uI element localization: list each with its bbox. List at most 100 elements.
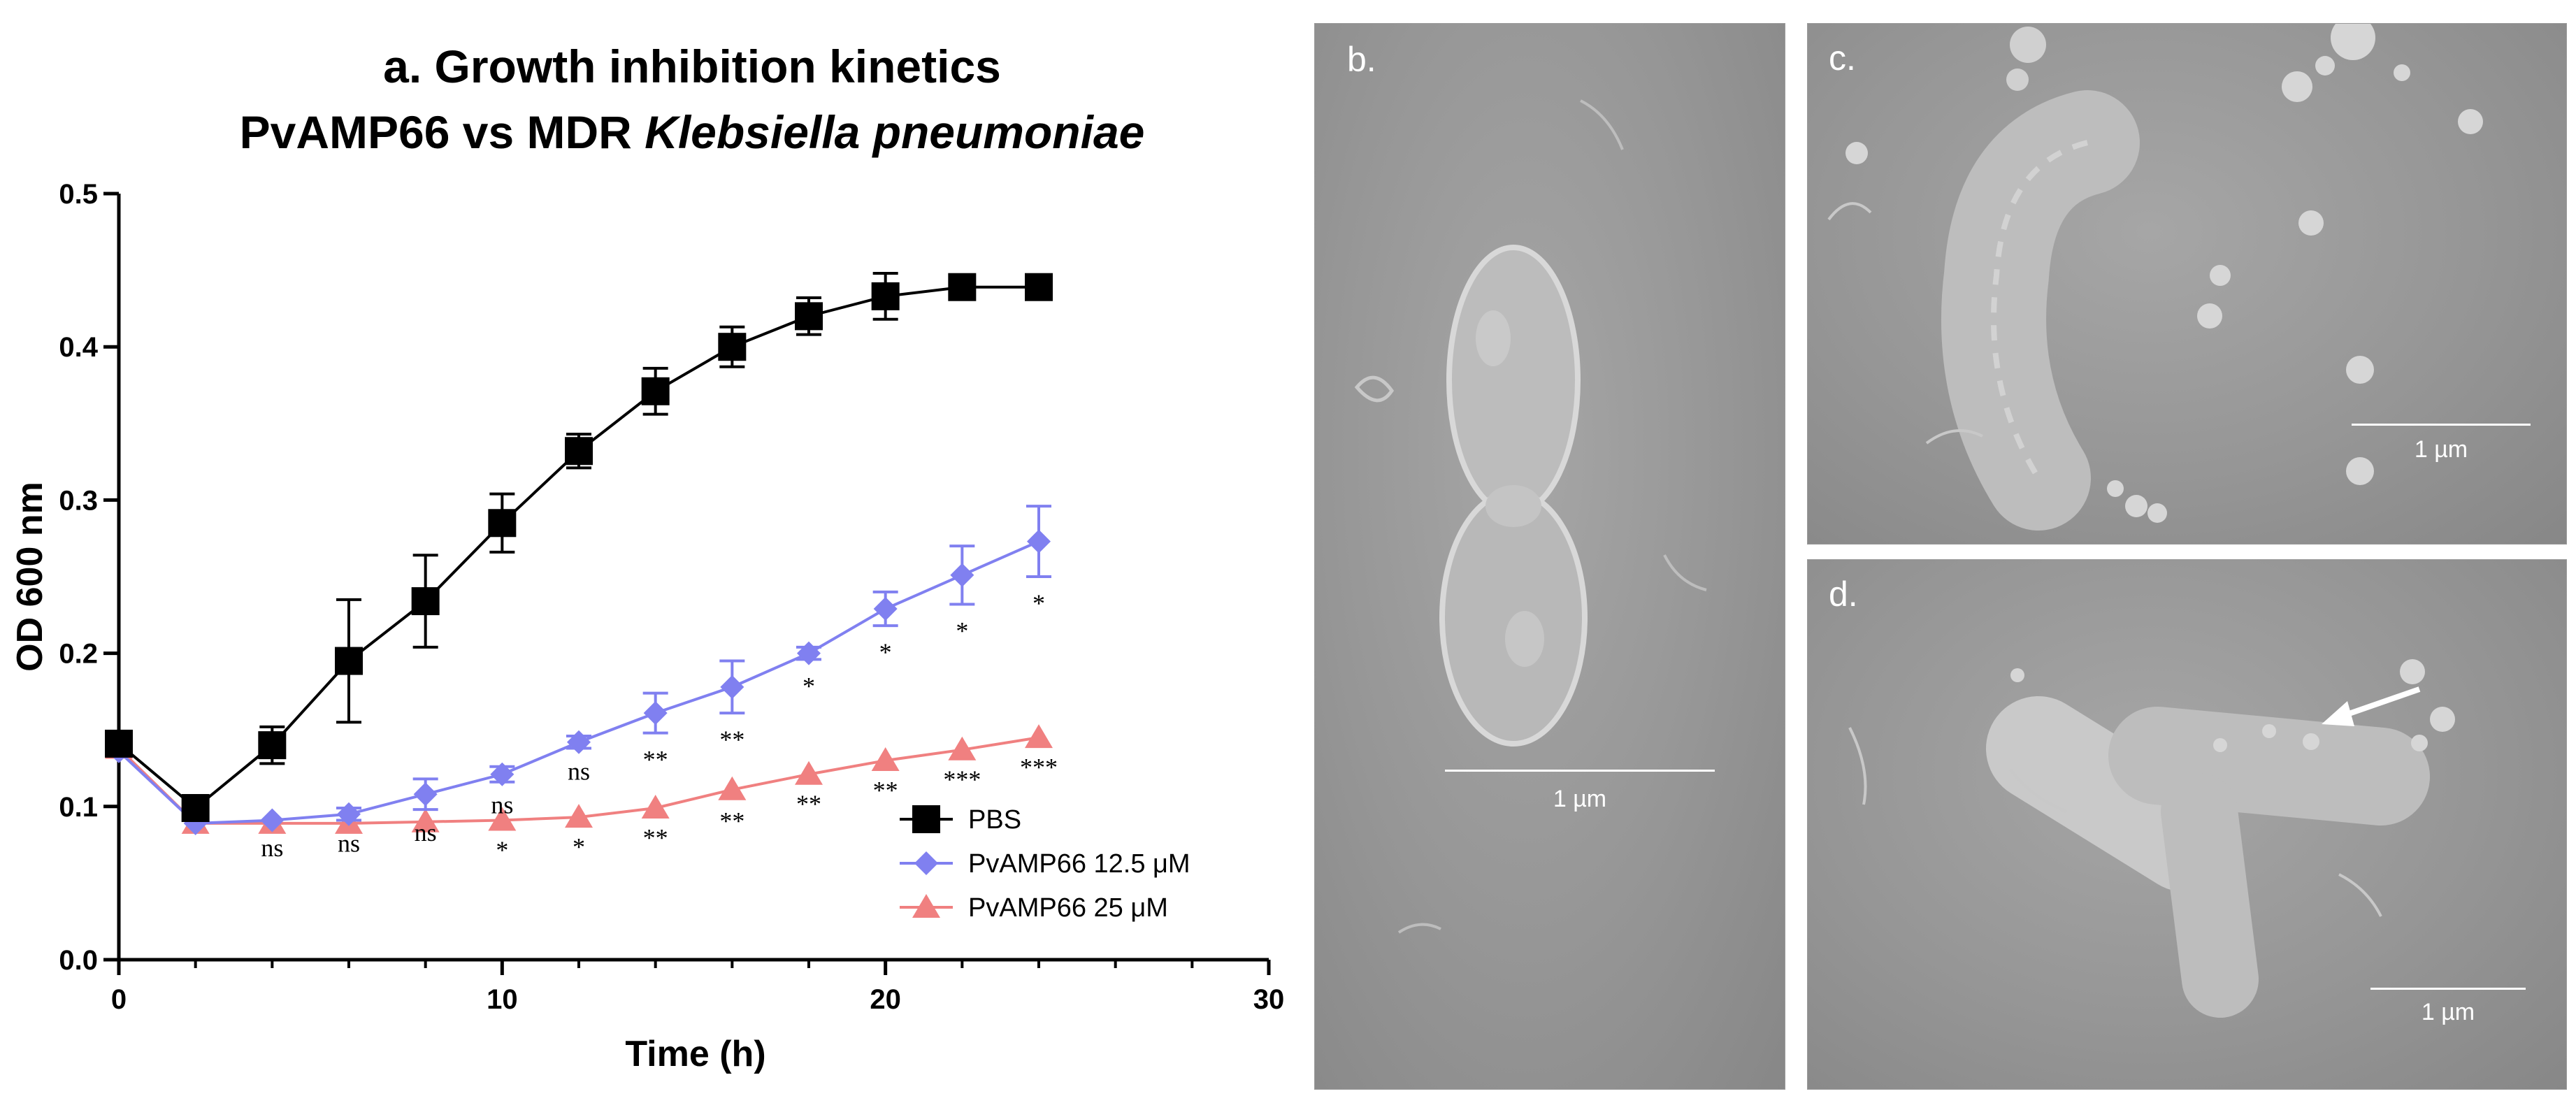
data-point: [871, 747, 900, 772]
data-point: [488, 509, 517, 538]
legend-label: PBS: [968, 805, 1021, 835]
data-point: [260, 808, 285, 832]
data-point: [490, 762, 515, 786]
significance-label: *: [573, 833, 585, 861]
significance-label: ns: [261, 834, 283, 862]
data-point: [873, 597, 898, 621]
y-axis-label: OD 600 nm: [10, 482, 50, 672]
data-point: [181, 793, 210, 822]
significance-label: **: [873, 776, 898, 804]
x-tick-label: 10: [487, 984, 518, 1015]
bacterium-cell-d3: [2161, 773, 2259, 1018]
x-tick-label: 30: [1253, 984, 1285, 1015]
chart-title-line1: a. Growth inhibition kinetics: [383, 41, 1001, 92]
significance-label: **: [643, 823, 668, 851]
significance-label: **: [643, 746, 668, 774]
bacterium-upper-cell: [1446, 245, 1581, 516]
legend: PBS PvAMP66 12.5 μM PvAMP66 25 μM: [900, 805, 1190, 923]
chart-title-line2-plain: PvAMP66 vs MDR: [240, 106, 645, 158]
x-tick-label: 20: [870, 984, 901, 1015]
significance-label: **: [719, 807, 744, 835]
data-point: [488, 807, 517, 831]
y-tick-label: 0.0: [59, 945, 98, 976]
series-line-0: [117, 285, 1039, 810]
arrow-shaft: [2338, 686, 2421, 720]
legend-marker: [912, 894, 940, 918]
data-point: [797, 641, 821, 665]
bacterium-cell-d2: [2108, 707, 2430, 826]
data-point: [1027, 529, 1051, 554]
panel-label-d: d.: [1829, 575, 1858, 614]
arrow-icon: [2322, 701, 2354, 726]
y-tick-label: 0.5: [59, 179, 98, 210]
significance-label: ***: [1020, 754, 1058, 781]
data-point: [411, 587, 440, 616]
scale-bar-c: [2352, 424, 2531, 426]
significance-label: ns: [568, 758, 590, 786]
y-tick-label: 0.4: [59, 332, 98, 363]
data-point: [643, 701, 668, 726]
y-tick-label: 0.2: [59, 639, 98, 670]
data-point: [718, 333, 747, 361]
scale-text-c: 1 µm: [2414, 436, 2468, 463]
x-tick-label: 0: [111, 984, 127, 1015]
sem-panel-c: c. 1 µm: [1807, 23, 2567, 545]
legend-marker: [914, 851, 938, 875]
data-point: [565, 804, 593, 828]
data-point: [641, 377, 670, 405]
scale-text-d: 1 µm: [2421, 999, 2475, 1025]
data-point: [795, 302, 823, 331]
scale-text-b: 1 µm: [1553, 786, 1607, 812]
bacterium-cell-d1: [1986, 696, 2238, 892]
sem-panel-d: d. 1 µm: [1807, 559, 2567, 1090]
data-point: [948, 736, 977, 760]
legend-label: PvAMP66 25 μM: [968, 893, 1168, 923]
data-point: [641, 794, 670, 819]
y-tick-label: 0.3: [59, 485, 98, 516]
data-point: [871, 282, 900, 310]
significance-label: *: [1032, 589, 1045, 617]
significance-label: **: [796, 790, 821, 818]
chart-title-line2: PvAMP66 vs MDR Klebsiella pneumoniae: [240, 106, 1145, 158]
plot-area: 0.00.10.20.30.40.50 10 20 30* * ****** ** *** **…: [59, 179, 1284, 1015]
panel-label-b: b.: [1347, 40, 1376, 79]
data-point: [1025, 273, 1053, 301]
data-point: [413, 782, 438, 807]
data-point: [411, 808, 440, 832]
significance-label: *: [956, 617, 968, 644]
significance-label: *: [879, 638, 892, 666]
data-point: [258, 731, 287, 760]
legend-label: PvAMP66 12.5 μM: [968, 849, 1190, 879]
data-point: [105, 729, 133, 758]
scale-bar-b: [1445, 770, 1715, 772]
legend-marker: [912, 805, 940, 833]
data-point: [567, 730, 591, 754]
data-point: [795, 760, 823, 785]
data-point: [337, 802, 361, 826]
significance-label: ns: [338, 830, 360, 858]
sem-image-c: [1827, 24, 2483, 531]
bacterium-cell-c: [1941, 90, 2140, 531]
significance-label: *: [496, 836, 508, 864]
significance-label: ns: [491, 791, 513, 819]
sem-image-d: [1848, 659, 2455, 1018]
sem-panel-b: b. 1 µm: [1314, 23, 1785, 1090]
significance-label: *: [803, 672, 815, 700]
x-axis-label: Time (h): [625, 1034, 765, 1074]
data-point: [1025, 724, 1053, 749]
data-point: [720, 675, 744, 699]
scale-bar-d: [2370, 988, 2526, 990]
sem-image-b: [1354, 99, 1707, 934]
data-point: [950, 563, 974, 587]
y-tick-label: 0.1: [59, 792, 98, 823]
panel-label-c: c.: [1829, 38, 1856, 78]
chart-title-line2-italic: Klebsiella pneumoniae: [645, 106, 1144, 158]
data-point: [335, 647, 363, 675]
data-point: [948, 273, 977, 301]
data-point: [565, 437, 593, 466]
growth-chart: a. Growth inhibition kinetics PvAMP66 vs…: [10, 41, 1284, 1074]
significance-label: **: [719, 726, 744, 754]
data-point: [718, 776, 747, 800]
significance-label: ***: [943, 765, 981, 793]
significance-label: ns: [415, 819, 437, 846]
